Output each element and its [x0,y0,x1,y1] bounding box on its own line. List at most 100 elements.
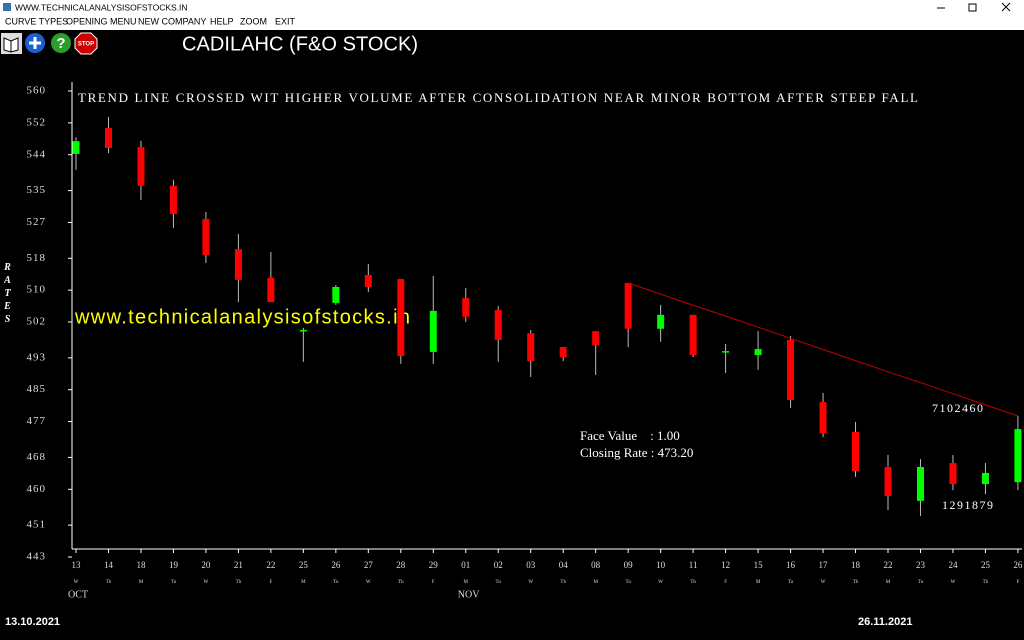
x-tick-label: 22 [266,560,275,570]
candle-body [981,472,989,485]
weekday-label: M [593,580,598,585]
weekday-label: Tu [171,580,177,585]
candle-body [1014,429,1022,483]
weekday-label: W [528,580,533,585]
y-tick-label: 485 [27,383,47,395]
x-tick-label: 09 [624,560,634,570]
candle-body [494,310,502,340]
weekday-label: Tu [918,580,924,585]
app-icon [3,3,11,11]
weekday-label: Tu [333,580,339,585]
y-tick-label: 502 [27,316,47,328]
weekday-label: Tu [496,580,502,585]
x-tick-label: 29 [429,560,439,570]
date-range-label: 13.10.2021 [5,616,60,628]
y-tick-label: 460 [27,483,47,495]
candle-body [137,147,145,186]
help-icon: ? [56,35,65,52]
x-tick-label: 25 [299,560,309,570]
weekday-label: Th [983,580,989,585]
weekday-label: M [756,580,761,585]
weekday-label: M [301,580,306,585]
weekday-label: W [951,580,956,585]
weekday-label: Th [690,580,696,585]
candle-body [397,278,405,356]
help-button[interactable] [51,33,71,53]
menu-item[interactable]: HELP [210,16,234,26]
x-tick-label: 11 [689,560,698,570]
weekday-label: Tu [788,580,794,585]
candle-body [234,249,242,280]
weekday-label: Th [853,580,859,585]
menu-item[interactable]: NEW COMPANY [138,16,206,26]
y-tick-label: 552 [27,116,47,128]
close-button[interactable] [1001,2,1011,12]
info-text: Closing Rate : 473.20 [580,445,693,460]
x-tick-label: 17 [819,560,829,570]
y-tick-label: 510 [27,284,47,296]
x-tick-label: 19 [169,560,179,570]
x-tick-label: 12 [721,560,730,570]
menu-item[interactable]: ZOOM [240,16,267,26]
candle-body [429,310,437,352]
weekday-label: W [366,580,371,585]
weekday-label: M [886,580,891,585]
x-tick-label: 14 [104,560,114,570]
x-tick-label: 03 [526,560,536,570]
restore-button[interactable] [968,3,977,12]
x-tick-label: 10 [656,560,666,570]
volume-label: 7102460 [932,401,985,415]
y-tick-label: 493 [27,351,47,363]
title-and-menu-bar [0,0,1024,30]
x-tick-label: 26 [1013,560,1023,570]
weekday-label: M [139,580,144,585]
info-text: Face Value : 1.00 [580,428,680,443]
x-tick-label: 15 [754,560,764,570]
volume-label: 1291879 [942,498,995,512]
trend-line [627,282,1019,417]
menu-item[interactable]: CURVE TYPES [5,16,68,26]
x-tick-label: 02 [494,560,503,570]
y-tick-label: 468 [27,451,47,463]
candle-body [624,282,632,329]
stop-icon: STOP [78,42,94,48]
menu-item[interactable]: EXIT [275,16,296,26]
x-tick-label: 04 [559,560,569,570]
x-tick-label: 16 [786,560,796,570]
weekday-label: Th [560,580,566,585]
candle-body [754,349,762,356]
y-tick-label: 443 [27,551,47,563]
x-tick-label: 08 [591,560,601,570]
candle-body [72,141,80,154]
weekday-label: W [821,580,826,585]
x-tick-label: 25 [981,560,991,570]
plus-icon [29,37,41,49]
x-tick-label: 22 [884,560,893,570]
y-tick-label: 535 [27,184,47,196]
date-range-label: 26.11.2021 [858,616,912,628]
weekday-label: W [658,580,663,585]
x-tick-label: 13 [72,560,82,570]
weekday-label: W [74,580,79,585]
y-tick-label: 518 [27,252,47,264]
x-tick-label: 20 [201,560,211,570]
candle-body [722,351,730,353]
candle-body [559,347,567,358]
candle-body [169,185,177,215]
weekday-label: Tu [625,580,631,585]
x-tick-label: 24 [948,560,958,570]
x-tick-label: 28 [396,560,406,570]
stop-button[interactable] [74,32,98,55]
y-tick-label: 560 [27,85,47,97]
x-tick-label: 21 [234,560,243,570]
candle-body [916,466,924,501]
candle-body [852,431,860,471]
weekday-label: F [269,580,272,585]
chart-title: CADILAHC (F&O STOCK) [182,33,418,55]
weekday-label: F [432,580,435,585]
menu-item[interactable]: OPENING MENU [66,16,137,26]
month-label: NOV [458,589,480,600]
y-tick-label: 451 [27,519,47,531]
weekday-label: F [1017,580,1020,585]
